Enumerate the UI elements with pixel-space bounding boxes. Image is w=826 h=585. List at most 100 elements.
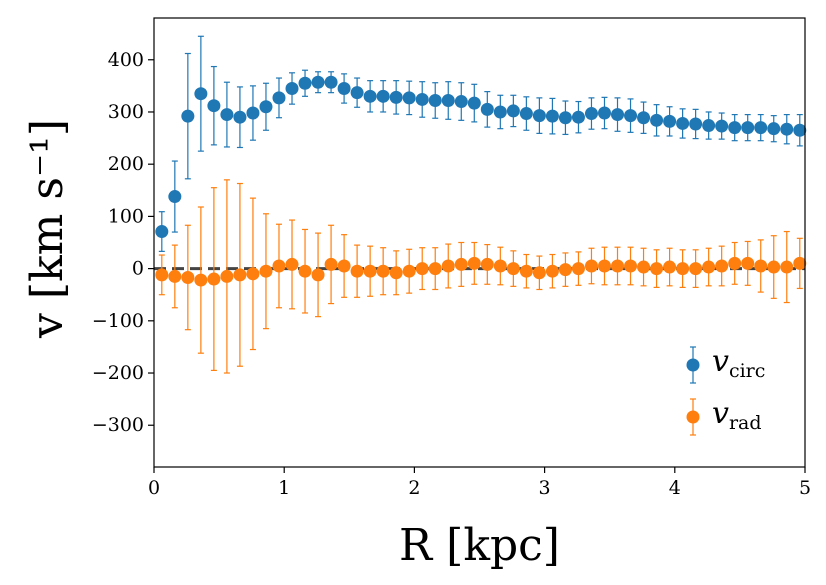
legend-label: vrad (712, 396, 762, 434)
v_rad-point (598, 259, 611, 272)
v_rad-point (233, 268, 246, 281)
v_circ-point (780, 123, 793, 136)
v_circ-point (689, 117, 702, 130)
v_rad-point (168, 270, 181, 283)
y-tick-label: 400 (108, 49, 144, 71)
v_rad-point (715, 259, 728, 272)
legend: vcirc vrad (687, 344, 766, 435)
v_rad-point (637, 261, 650, 274)
v_circ-point (325, 76, 338, 89)
v_circ-point (572, 111, 585, 124)
v_rad-point (442, 259, 455, 272)
v_rad-point (325, 258, 338, 271)
v_rad-point (181, 271, 194, 284)
v_circ-point (754, 121, 767, 134)
v_circ-point (507, 104, 520, 117)
v_circ-point (168, 190, 181, 203)
x-tick-label: 4 (669, 477, 681, 499)
v_circ-point (351, 86, 364, 99)
x-tick-label: 2 (408, 477, 420, 499)
data-series (155, 36, 806, 373)
v_rad-point (702, 261, 715, 274)
v_rad-point (481, 258, 494, 271)
v_circ-point (155, 225, 168, 238)
v_rad-point (546, 265, 559, 278)
v_rad-point (663, 261, 676, 274)
legend-item-v_rad: vrad (687, 396, 762, 435)
v_circ-point (546, 110, 559, 123)
v_circ-point (207, 99, 220, 112)
v_circ-point (442, 94, 455, 107)
v_circ-point (377, 90, 390, 103)
v_rad-point (611, 259, 624, 272)
v_rad-point (155, 268, 168, 281)
v_rad-point (364, 265, 377, 278)
v_rad-point (520, 265, 533, 278)
v_circ-point (246, 107, 259, 120)
v_circ-point (741, 121, 754, 134)
y-tick-label: −200 (92, 362, 144, 384)
v_circ-point (663, 115, 676, 128)
x-axis-label: R [kpc] (399, 520, 560, 571)
v_circ-point (416, 93, 429, 106)
chart: 0 1 2 3 4 5−300−200−1000100200300400 R [kpc] … (0, 0, 826, 585)
v_rad-point (259, 265, 272, 278)
v_circ-point (598, 107, 611, 120)
v_rad-point (194, 274, 207, 287)
v_rad-point (338, 259, 351, 272)
v_rad-point (767, 261, 780, 274)
v_circ-point (312, 76, 325, 89)
v_circ-point (676, 117, 689, 130)
v_rad-point (780, 261, 793, 274)
v_circ-point (559, 111, 572, 124)
v_circ-point (272, 91, 285, 104)
v_rad-point (351, 265, 364, 278)
legend-label: vcirc (712, 344, 765, 382)
v_circ-point (715, 120, 728, 133)
v_circ-point (299, 77, 312, 90)
v_circ-point (533, 109, 546, 122)
y-tick-label: 0 (132, 258, 144, 280)
v_circ-point (520, 107, 533, 120)
v_rad-point (272, 259, 285, 272)
x-tick-label: 0 (148, 477, 160, 499)
y-tick-label: 200 (108, 153, 144, 175)
v_circ-point (728, 121, 741, 134)
v_rad-point (455, 258, 468, 271)
y-axis-label: v [km s⁻¹] (22, 119, 73, 339)
v_rad-point (377, 265, 390, 278)
v_circ-point (220, 108, 233, 121)
v_rad-point (246, 267, 259, 280)
v_rad-point (689, 262, 702, 275)
v_rad-point (207, 273, 220, 286)
v_circ-point (429, 94, 442, 107)
v_rad-point (624, 259, 637, 272)
x-tick-label: 1 (278, 477, 290, 499)
v_circ-point (286, 82, 299, 95)
v_circ-point (585, 107, 598, 120)
v_rad-point (429, 262, 442, 275)
v_circ-point (793, 124, 806, 137)
v_rad-point (403, 265, 416, 278)
v_rad-point (468, 257, 481, 270)
v_circ-point (403, 91, 416, 104)
v_rad-point (507, 262, 520, 275)
v_rad-point (728, 257, 741, 270)
legend-marker (687, 359, 700, 372)
v_rad-point (650, 262, 663, 275)
v_rad-point (416, 262, 429, 275)
y-tick-label: −100 (92, 310, 144, 332)
v_circ-point (455, 95, 468, 108)
y-tick-label: 300 (108, 101, 144, 123)
v_rad-point (559, 263, 572, 276)
v_circ-point (181, 110, 194, 123)
y-tick-label: 100 (108, 205, 144, 227)
v_rad-point (793, 257, 806, 270)
v_circ-point (637, 111, 650, 124)
v_circ-point (611, 108, 624, 121)
v_rad-point (299, 265, 312, 278)
v_rad-point (585, 259, 598, 272)
v_circ-point (233, 111, 246, 124)
v_circ-point (650, 114, 663, 127)
v_rad-point (390, 266, 403, 279)
